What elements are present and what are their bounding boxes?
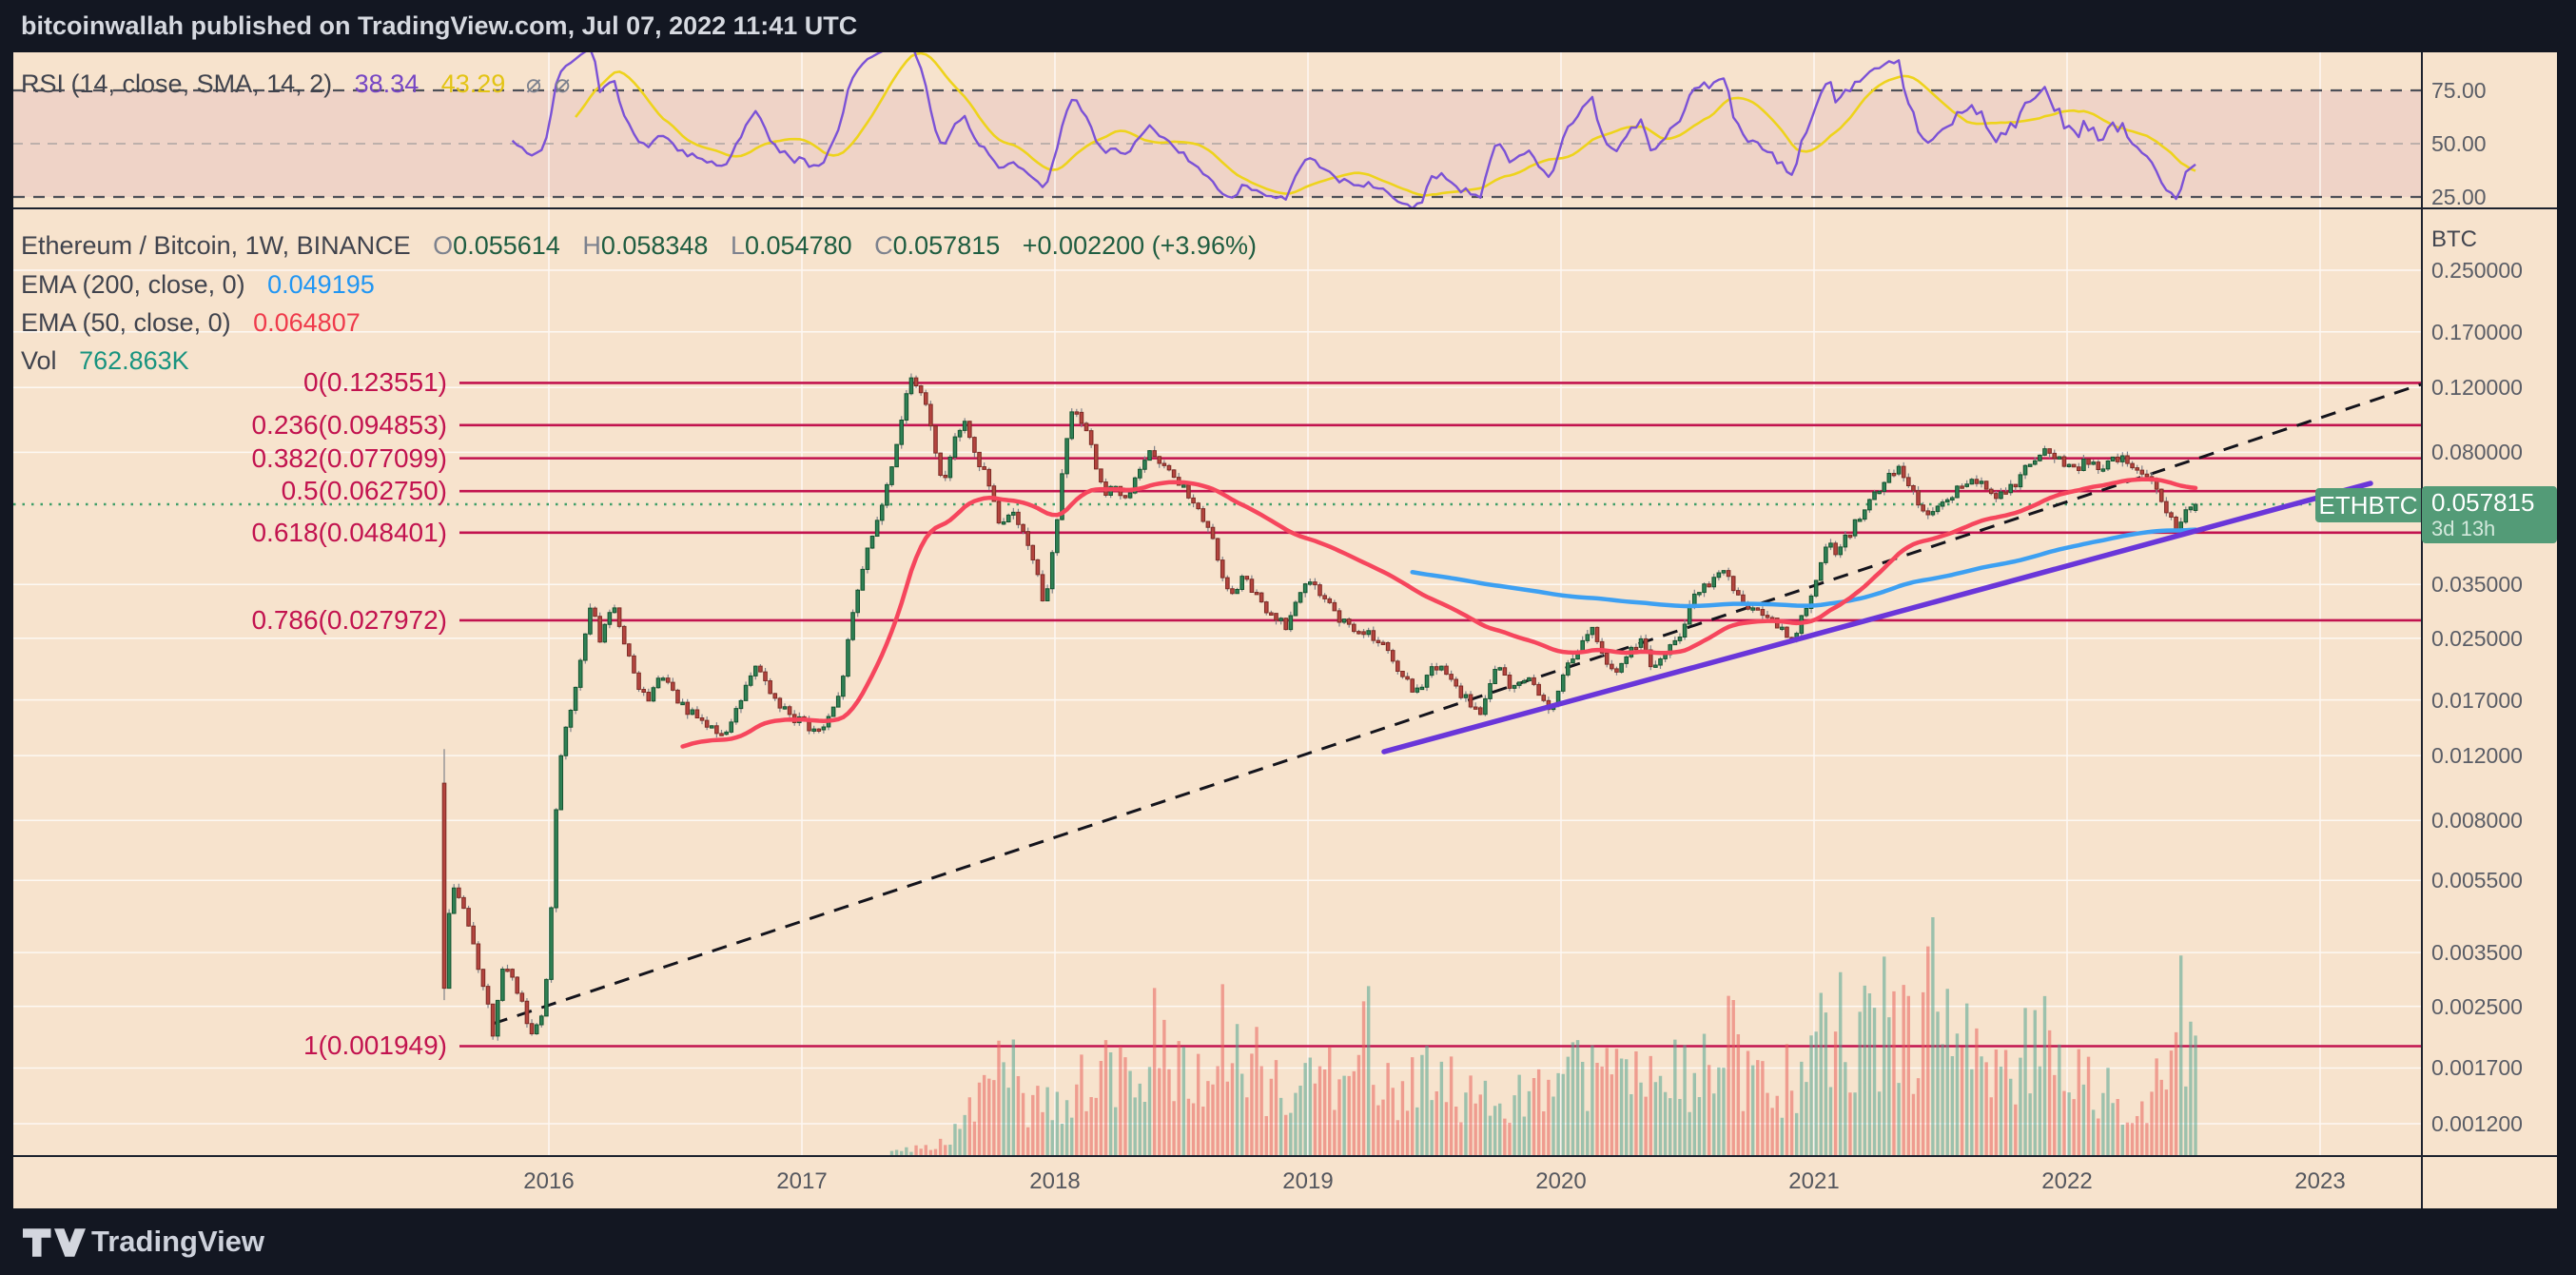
fib-level-label: 0.618(0.048401) [251,517,447,547]
rsi-pane-canvas[interactable] [13,52,2421,210]
ema200-label: EMA (200, close, 0) [21,270,245,299]
price-scale-tick: 0.250000 [2431,258,2523,283]
fib-level-label: 0.786(0.027972) [251,604,447,635]
rsi-flag-icon[interactable]: ⌀ [555,69,584,98]
ema50-label: EMA (50, close, 0) [21,308,231,337]
time-axis-year-label: 2016 [523,1168,575,1194]
price-scale-tick: 0.003500 [2431,940,2523,966]
price-scale-tick: 0.035000 [2431,572,2523,598]
rsi-label: RSI (14, close, SMA, 14, 2) [21,69,333,98]
last-price-value: 0.057815 [2431,488,2535,517]
price-scale-tick: 0.017000 [2431,687,2523,713]
rsi-scale-tick: 75.00 [2431,78,2487,103]
time-axis-year-label: 2018 [1029,1168,1081,1194]
publish-text: bitcoinwallah published on TradingView.c… [21,11,858,40]
rsi-value: 38.34 [354,69,420,98]
high-label: H [582,231,601,260]
time-axis-separator [13,1155,2557,1157]
open-label: O [433,231,454,260]
close-value: 0.057815 [892,231,1001,260]
rsi-scale-tick: 50.00 [2431,131,2487,156]
price-scale[interactable]: 0.250000 0.170000 0.120000 0.080000 0.035000… [2423,209,2557,1155]
rsi-flag-icon[interactable]: ⌀ [525,69,556,98]
fib-level-label: 0.5(0.062750) [281,476,447,506]
change-value: +0.002200 (+3.96%) [1022,231,1257,260]
tradingview-wordmark[interactable]: TradingView [91,1225,265,1258]
low-value: 0.054780 [744,231,852,260]
footer-bar: TradingView [0,1208,2576,1275]
price-scale-tick: 0.001200 [2431,1110,2523,1136]
time-axis-year-label: 2021 [1788,1168,1840,1194]
high-value: 0.058348 [600,231,709,260]
rsi-sma-value: 43.29 [440,69,506,98]
rsi-scale-tick: 25.00 [2431,185,2487,209]
volume-label: Vol [21,346,57,375]
symbol-legend-row[interactable]: Ethereum / Bitcoin, 1W, BINANCE O0.05561… [21,229,1257,262]
price-scale-tick: 0.170000 [2431,319,2523,344]
fib-level-label: 0(0.123551) [302,367,447,398]
last-price-badge: 0.057815 3d 13h [2422,486,2557,543]
pane-separator[interactable] [13,207,2557,209]
time-axis-year-label: 2020 [1535,1168,1587,1194]
close-label: C [874,231,893,260]
time-axis[interactable]: 2016 2017 2018 2019 2020 2021 2022 2023 [13,1157,2557,1208]
price-scale-border [2421,52,2423,1208]
chart-panel: RSI (14, close, SMA, 14, 2) 38.34 43.29 … [13,52,2557,1208]
symbol-title: Ethereum / Bitcoin, 1W, BINANCE [21,231,411,260]
tradingview-logo-icon[interactable] [23,1226,86,1260]
publish-watermark-bar: bitcoinwallah published on TradingView.c… [0,0,2576,52]
rsi-legend[interactable]: RSI (14, close, SMA, 14, 2) 38.34 43.29 … [21,69,583,98]
price-scale-tick: 0.002500 [2431,993,2523,1019]
fib-level-label: 1(0.001949) [302,1030,447,1061]
ema50-legend-row[interactable]: EMA (50, close, 0) 0.064807 [21,306,361,339]
time-axis-year-label: 2022 [2041,1168,2093,1194]
ema200-value: 0.049195 [267,270,375,299]
time-axis-year-label: 2019 [1282,1168,1334,1194]
price-scale-tick: 0.012000 [2431,743,2523,769]
volume-value: 762.863K [79,346,189,375]
fib-level-label: 0.236(0.094853) [251,409,447,440]
price-scale-tick: 0.005500 [2431,868,2523,893]
fib-level-label: 0.382(0.077099) [251,442,447,473]
volume-legend-row[interactable]: Vol 762.863K [21,344,189,377]
price-scale-tick: 0.001700 [2431,1055,2523,1081]
rsi-scale[interactable]: 75.00 50.00 25.00 [2423,52,2557,209]
open-value: 0.055614 [453,231,560,260]
main-pane-canvas[interactable] [13,209,2422,1156]
low-label: L [730,231,745,260]
bar-countdown: 3d 13h [2431,517,2496,540]
symbol-price-flag: ETHBTC [2315,488,2421,522]
ema50-value: 0.064807 [253,308,361,337]
ema200-legend-row[interactable]: EMA (200, close, 0) 0.049195 [21,268,375,301]
time-axis-year-label: 2017 [776,1168,828,1194]
time-axis-year-label: 2023 [2294,1168,2346,1194]
price-scale-tick: 0.120000 [2431,375,2523,401]
price-scale-tick: 0.025000 [2431,625,2523,651]
price-scale-tick: 0.008000 [2431,808,2523,834]
price-scale-tick: 0.080000 [2431,440,2523,465]
price-scale-currency: BTC [2431,226,2477,252]
